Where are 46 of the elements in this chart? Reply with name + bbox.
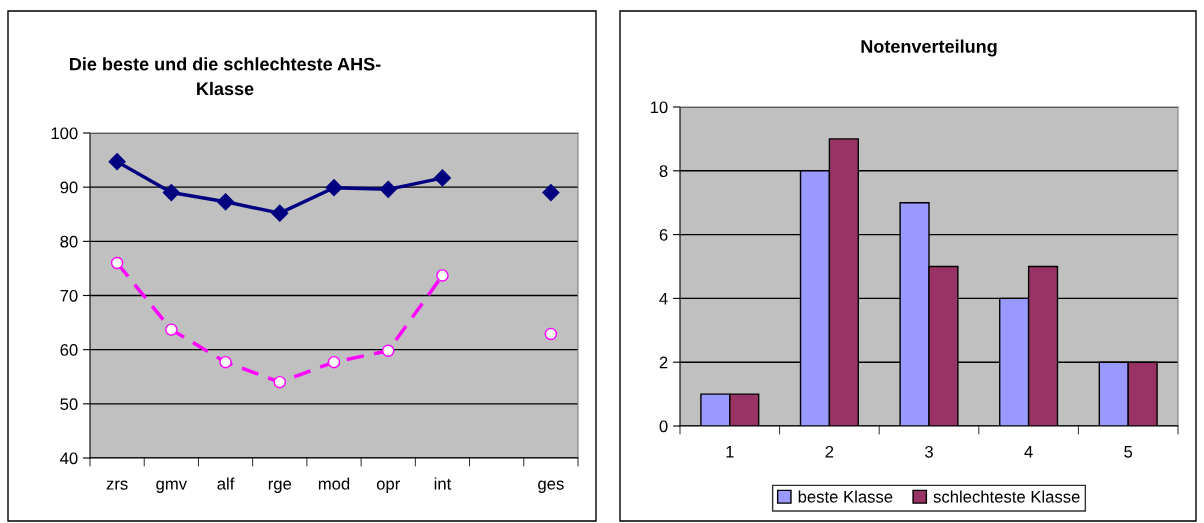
x-tick-label: 5: [1124, 446, 1133, 458]
y-tick-label: 50: [60, 398, 78, 411]
x-tick-label: gmv: [156, 480, 188, 493]
y-tick-label: 2: [659, 356, 668, 369]
point: [542, 184, 560, 202]
x-tick-label: 3: [925, 445, 933, 458]
x-tick-label: mod: [318, 477, 350, 490]
point: [379, 180, 397, 198]
point: [219, 355, 232, 369]
point: [544, 327, 558, 341]
point: [110, 256, 124, 270]
y-tick-label: 90: [60, 181, 78, 194]
y-tick-label: 0: [659, 420, 668, 433]
chart-title: Notenverteilung: [861, 39, 997, 57]
y-tick-label: 4: [659, 292, 668, 305]
y-tick-label: 100: [51, 127, 78, 140]
x-tick-label: int: [434, 477, 452, 490]
point: [433, 169, 451, 187]
y-tick-label: 60: [60, 344, 78, 356]
point: [273, 375, 287, 389]
x-tick-label: rge: [268, 480, 292, 493]
point: [162, 184, 180, 202]
point: [217, 193, 235, 211]
y-tick-label: 8: [659, 165, 668, 177]
point: [381, 344, 395, 358]
point: [165, 323, 178, 336]
chart-title: Die beste und die schlechteste AHS- Klasse: [70, 57, 381, 96]
point: [436, 269, 449, 282]
x-tick-label: opr: [376, 480, 400, 493]
point: [271, 204, 289, 222]
point: [327, 355, 341, 369]
y-tick-label: 10: [650, 101, 668, 114]
legend-label: beste Klasse: [798, 490, 893, 503]
x-tick-label: ges: [538, 480, 564, 493]
y-tick-label: 40: [60, 452, 78, 465]
point: [325, 179, 343, 197]
x-tick-label: 2: [825, 445, 834, 458]
x-tick-label: zrs: [106, 480, 128, 490]
point: [108, 153, 126, 171]
y-tick-label: 6: [659, 229, 668, 241]
y-tick-label: 80: [60, 235, 78, 248]
y-tick-label: 70: [60, 289, 78, 302]
legend-label: schlechteste Klasse: [933, 490, 1080, 503]
x-tick-label: 4: [1024, 446, 1033, 458]
x-tick-label: alf: [217, 477, 235, 490]
x-tick-label: 1: [726, 446, 734, 458]
